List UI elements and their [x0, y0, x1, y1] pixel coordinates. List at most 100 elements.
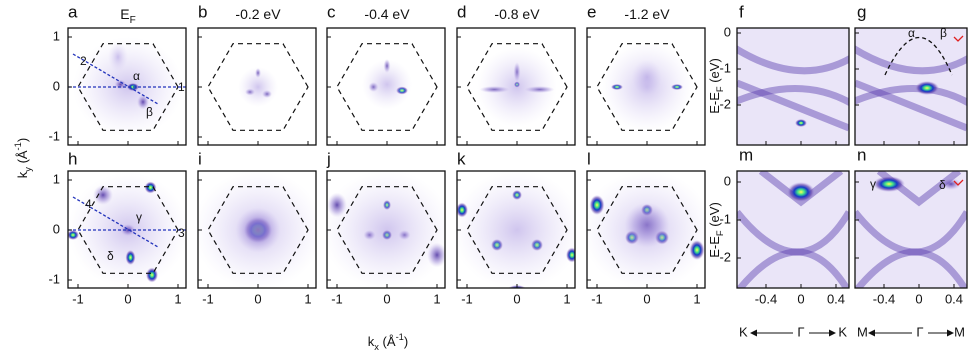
- x-tick-label: -1: [331, 291, 343, 306]
- direction-right: K: [838, 324, 847, 339]
- direction-left: M: [857, 324, 868, 339]
- intensity-haze: [855, 171, 967, 288]
- x-tick-label: 0.4: [945, 291, 963, 306]
- intensity-spot: [146, 267, 158, 283]
- panel-image: [327, 171, 445, 288]
- y-axis-label: ky (Å-1): [13, 138, 33, 178]
- x-tick-label: 0: [254, 291, 261, 306]
- panel-image: [457, 171, 575, 288]
- band-dispersion: [737, 209, 849, 256]
- annotation: β: [146, 105, 153, 119]
- panel-caption: -0.2 eV: [235, 6, 281, 22]
- direction-center: Γ: [916, 324, 923, 339]
- panel-image: [466, 43, 568, 131]
- band-dispersion: [737, 248, 849, 288]
- x-axis-label-part: -1: [396, 332, 404, 342]
- panel-letter: m: [739, 145, 753, 164]
- annotation: γ: [870, 177, 876, 191]
- x-axis-label: kx (Å-1): [368, 332, 408, 352]
- intensity-spot: [125, 250, 136, 265]
- bz-hexagon: [77, 186, 179, 274]
- y-axis-label-part: E-E: [707, 236, 722, 258]
- intensity-spot: [108, 42, 128, 72]
- x-tick-label: 1: [433, 291, 440, 306]
- y-tick-label: 1: [53, 171, 60, 186]
- panel-image: [198, 171, 316, 288]
- panel-letter: i: [198, 149, 202, 168]
- y-axis-label-part: F: [715, 86, 725, 92]
- fit-curve: [884, 36, 953, 76]
- intensity-spot: [68, 230, 79, 240]
- x-tick-label: -0.4: [873, 291, 895, 306]
- x-tick-label: 1: [174, 291, 181, 306]
- band-dispersion: [855, 209, 967, 256]
- panel-frame: [854, 27, 968, 146]
- cut-line: [72, 196, 159, 248]
- panel-letter: j: [326, 149, 331, 168]
- panel-caption: EF: [120, 6, 136, 26]
- intensity-spot: [144, 181, 157, 194]
- bz-hexagon: [336, 43, 438, 131]
- intensity-spot: [787, 182, 815, 202]
- panel-caption: -0.8 eV: [494, 6, 540, 22]
- intensity-spot: [198, 171, 316, 288]
- x-tick-label: 1: [304, 291, 311, 306]
- y-axis-label-part: (eV): [707, 58, 722, 86]
- panel-image: [737, 28, 849, 145]
- intensity-spot: [327, 171, 445, 288]
- annotation: 1: [178, 80, 185, 94]
- x-tick-label: 0.4: [827, 291, 845, 306]
- y-axis-label-part: (eV): [707, 202, 722, 230]
- x-tick-label: 0: [383, 291, 390, 306]
- panel-frame: [854, 170, 968, 289]
- x-tick-label: 1: [563, 291, 570, 306]
- band-dispersion: [855, 79, 967, 132]
- x-tick-label: 1: [693, 291, 700, 306]
- panel-letter: c: [327, 2, 336, 21]
- panel-frame: [736, 27, 850, 146]
- band-dispersion: [737, 85, 849, 107]
- y-tick-label: -2: [719, 96, 731, 111]
- x-tick-label: 0: [643, 291, 650, 306]
- panel-image: [596, 42, 698, 132]
- annotation: 2: [80, 54, 87, 68]
- panel-image: [737, 171, 849, 288]
- direction-left: K: [739, 324, 748, 339]
- band-dispersion: [737, 45, 849, 75]
- annotation: α: [908, 26, 915, 40]
- intensity-spot: [93, 185, 113, 205]
- panel-caption-part: -0.8 eV: [494, 6, 540, 22]
- y-axis-label-part: F: [715, 230, 725, 236]
- x-axis-label-part: (Å: [379, 334, 396, 349]
- y-tick-label: 1: [53, 28, 60, 43]
- panel-caption-part: E: [120, 6, 129, 22]
- band-dispersion: [855, 85, 967, 107]
- x-axis-label-part: k: [368, 334, 375, 349]
- panel-caption-part: -0.4 eV: [364, 6, 410, 22]
- panel-image: [207, 43, 309, 131]
- intensity-haze: [855, 28, 967, 145]
- annotation: β: [940, 26, 947, 40]
- intensity-spot: [602, 42, 692, 132]
- band-dispersion: [737, 79, 849, 132]
- intensity-spot: [477, 47, 557, 127]
- panel-letter: f: [739, 2, 744, 21]
- intensity-spot: [589, 195, 605, 215]
- panel-image: [336, 43, 438, 131]
- annotation: δ: [107, 249, 114, 263]
- bz-hexagon: [77, 43, 179, 131]
- intensity-haze: [737, 28, 849, 145]
- panel-letter: e: [587, 2, 596, 21]
- panel-letter: h: [68, 149, 77, 168]
- panel-letter: k: [457, 149, 466, 168]
- intensity-spot: [137, 94, 149, 110]
- y-tick-label: 0: [53, 78, 60, 93]
- panel-letter: b: [198, 2, 207, 21]
- y-axis-label-part: -1: [13, 142, 23, 150]
- intensity-spot: [873, 176, 905, 192]
- intensity-spot: [941, 178, 961, 190]
- panel-image: [68, 172, 186, 288]
- intensity-spot: [327, 192, 347, 218]
- panel-image: [68, 37, 186, 137]
- bz-hexagon: [336, 186, 438, 274]
